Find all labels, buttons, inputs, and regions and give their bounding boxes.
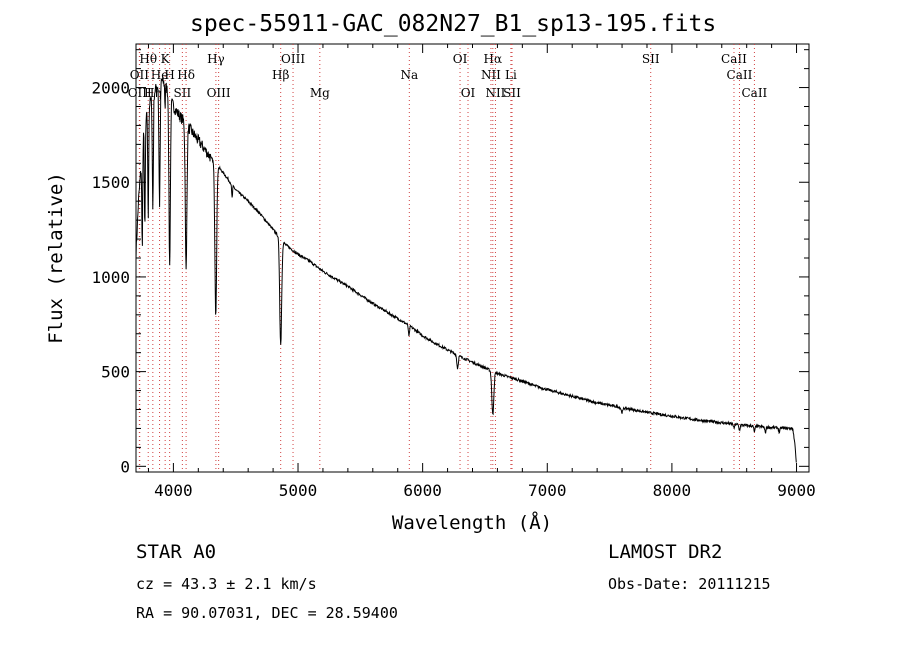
spectral-line-label: NII	[485, 86, 505, 100]
spectral-line-label: H	[164, 68, 174, 82]
spectral-line-label: OI	[461, 86, 476, 100]
spectral-line-label: Hγ	[207, 52, 225, 66]
y-tick-label: 1500	[91, 173, 130, 192]
spectral-line-label: Hα	[484, 52, 503, 66]
spectral-line-label: Hδ	[177, 68, 195, 82]
y-tick-label: 2000	[91, 79, 130, 98]
spectral-line-label: SII	[174, 86, 192, 100]
spectral-line-label: Hθ	[139, 52, 157, 66]
survey-name: LAMOST DR2	[608, 541, 723, 563]
spectral-line-label: Hβ	[272, 68, 289, 82]
x-tick-label: 8000	[653, 481, 692, 500]
spectral-line-label: NII	[481, 68, 501, 82]
y-tick-label: 0	[120, 457, 130, 476]
spectral-line-label: CaII	[727, 68, 753, 82]
spectral-line-label: Hη	[144, 86, 162, 100]
redshift-velocity: cz = 43.3 ± 2.1 km/s	[136, 575, 317, 593]
spectral-line-label: SII	[642, 52, 660, 66]
x-tick-label: 6000	[403, 481, 442, 500]
x-tick-label: 5000	[279, 481, 318, 500]
plot-frame	[135, 43, 810, 473]
spectrum-line	[135, 76, 797, 463]
object-class: STAR A0	[136, 541, 217, 563]
spectral-line-label: CaII	[721, 52, 747, 66]
spectral-line-label: Na	[400, 68, 418, 82]
spectral-line-label: CaII	[741, 86, 767, 100]
y-tick-label: 500	[101, 363, 130, 382]
y-tick-label: 1000	[91, 268, 130, 287]
spectral-line-label: OIII	[128, 86, 152, 100]
chart-title: spec-55911-GAC_082N27_B1_sp13-195.fits	[190, 11, 717, 37]
spectral-line-label: Mg	[310, 86, 330, 100]
x-tick-label: 7000	[528, 481, 567, 500]
y-axis-label: Flux (relative)	[45, 172, 67, 344]
x-axis-label: Wavelength (Å)	[392, 511, 552, 534]
axis-ticks: 4000 5000 6000 7000 8000 9000 0 500 1000 1500 2000	[91, 44, 816, 500]
x-tick-label: 4000	[154, 481, 193, 500]
x-tick-label: 9000	[777, 481, 816, 500]
spectral-line-label: K	[161, 52, 171, 66]
spectral-line-label: SII	[503, 86, 521, 100]
ra-dec-coordinates: RA = 90.07031, DEC = 28.59400	[136, 604, 398, 622]
spectral-line-label: OII	[130, 68, 150, 82]
spectral-line-label: Li	[505, 68, 517, 82]
observation-date: Obs-Date: 20111215	[608, 575, 771, 593]
spectral-line-label: OIII	[281, 52, 305, 66]
spectral-line-label: OIII	[207, 86, 231, 100]
spectral-line-label: OI	[453, 52, 468, 66]
spectral-line-label: He	[151, 68, 169, 82]
